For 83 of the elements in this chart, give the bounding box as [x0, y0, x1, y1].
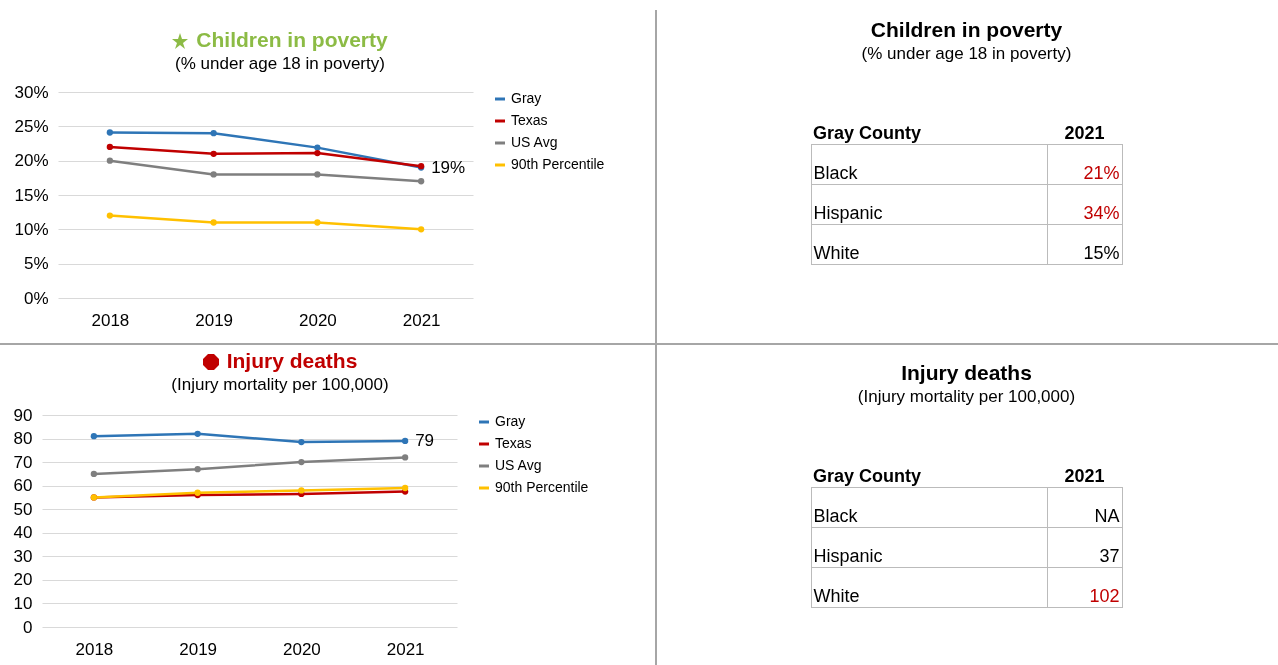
y-tick-label: 30: [13, 546, 33, 566]
point: [194, 430, 201, 437]
y-tick-label: 50: [13, 499, 33, 519]
x-tick-label: 2021: [386, 639, 425, 659]
point: [106, 129, 114, 136]
category-label: White: [811, 224, 1047, 264]
x-tick-label: 2018: [91, 310, 130, 330]
point: [210, 150, 217, 157]
point: [314, 219, 321, 226]
text: Gray County: [812, 464, 923, 487]
point: [401, 484, 409, 492]
point: [298, 458, 305, 466]
point: [106, 143, 114, 151]
y-tick-label: 10%: [14, 219, 49, 239]
point: [90, 470, 98, 478]
y-tick-label: 70: [13, 452, 33, 472]
point: [298, 438, 305, 446]
annotation: 79: [415, 430, 435, 450]
data-label: 37: [1047, 527, 1122, 567]
data-label: 34%: [1047, 184, 1122, 224]
point: [298, 487, 305, 494]
text: 2021: [1063, 464, 1106, 487]
x-tick-label: 2018: [75, 639, 114, 659]
point: [106, 157, 114, 164]
y-tick-label: 20: [13, 570, 33, 590]
point: [210, 130, 217, 137]
data-label: 15%: [1047, 224, 1122, 264]
x-tick-label: 2021: [402, 310, 441, 330]
text: (Injury mortality per 100,000): [856, 387, 1077, 407]
x-tick-label: 2020: [282, 639, 321, 659]
legend-label: US Avg: [495, 457, 542, 473]
y-tick-label: 30%: [14, 82, 49, 102]
legend-label: Texas: [495, 435, 532, 451]
data-label: 102: [1047, 567, 1122, 607]
y-tick-label: 40: [13, 523, 33, 543]
text: Gray County: [812, 121, 923, 144]
y-tick-label: 90: [13, 405, 33, 425]
point: [401, 437, 409, 445]
text: 2021: [1063, 121, 1106, 144]
point: [106, 212, 114, 219]
y-tick-label: 0: [23, 617, 33, 637]
category-label: Black: [811, 487, 1047, 527]
legend-label: Gray: [495, 413, 526, 429]
point: [210, 171, 217, 178]
point: [417, 226, 425, 233]
y-tick-label: 25%: [14, 116, 49, 136]
point: [194, 466, 201, 473]
category-label: Hispanic: [811, 527, 1047, 567]
data-label: 21%: [1047, 144, 1122, 184]
legend-label: Texas: [511, 112, 548, 128]
category-label: Black: [811, 144, 1047, 184]
y-tick-label: 60: [13, 476, 33, 496]
point: [90, 433, 98, 440]
point: [314, 144, 321, 151]
point: [314, 149, 321, 157]
x-tick-label: 2020: [298, 310, 337, 330]
x-tick-label: 2019: [195, 310, 234, 330]
text: Injury deaths: [901, 361, 1032, 384]
y-tick-label: 0%: [23, 288, 49, 308]
data-label: NA: [1047, 487, 1122, 527]
legend-label: Gray: [511, 90, 542, 106]
y-tick-label: 80: [13, 429, 33, 449]
category-label: Hispanic: [811, 184, 1047, 224]
y-tick-label: 5%: [23, 254, 49, 274]
text: Children in poverty: [870, 18, 1063, 41]
annotation: 19%: [431, 157, 466, 177]
point: [210, 219, 217, 226]
x-tick-label: 2019: [179, 639, 218, 659]
legend-label: 90th Percentile: [495, 479, 589, 495]
legend-label: 90th Percentile: [511, 156, 605, 172]
legend-label: US Avg: [511, 134, 558, 150]
chart-title: Injury deaths: [226, 349, 358, 372]
chart-subtitle: (% under age 18 in poverty): [174, 54, 386, 74]
point: [401, 454, 409, 461]
chart-title: Children in poverty: [196, 28, 388, 51]
point: [417, 178, 425, 185]
y-tick-label: 10: [13, 593, 33, 613]
chart-subtitle: (Injury mortality per 100,000): [170, 375, 390, 395]
y-tick-label: 20%: [14, 151, 49, 171]
y-tick-label: 15%: [14, 185, 49, 205]
category-label: White: [811, 567, 1047, 607]
point: [314, 171, 321, 178]
text: (% under age 18 in poverty): [860, 44, 1073, 64]
